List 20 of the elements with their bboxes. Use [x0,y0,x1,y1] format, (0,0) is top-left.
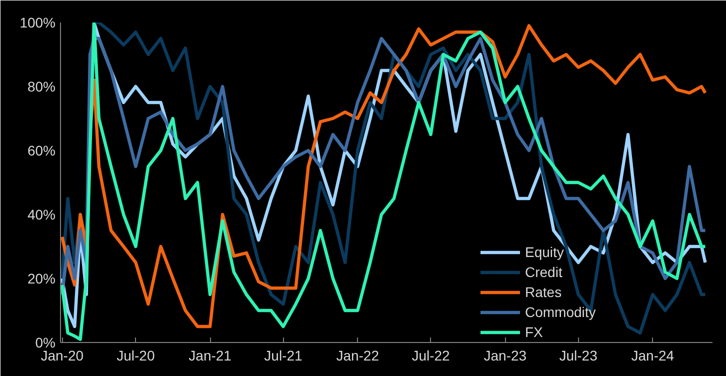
legend-label: Credit [525,264,562,280]
x-tick-label: Jul-22 [412,348,450,364]
x-tick-label: Jan-23 [484,348,527,364]
y-tick-label: 20% [27,270,56,286]
y-tick-label: 40% [27,206,56,222]
y-tick-label: 100% [20,14,56,30]
x-tick-label: Jul-20 [116,348,155,364]
legend-label: Equity [525,244,564,260]
x-tick-label: Jan-24 [631,348,674,364]
x-tick-label: Jan-22 [336,348,380,364]
legend-label: FX [525,324,544,340]
y-tick-label: 60% [27,142,56,158]
x-tick-label: Jan-20 [40,348,84,364]
x-tick-label: Jan-21 [188,348,232,364]
x-tick-label: Jul-23 [559,348,598,364]
legend-label: Commodity [525,304,596,320]
legend-label: Rates [525,284,562,300]
y-tick-label: 0% [35,334,56,350]
x-tick-label: Jul-21 [264,348,302,364]
y-tick-label: 80% [27,78,56,94]
